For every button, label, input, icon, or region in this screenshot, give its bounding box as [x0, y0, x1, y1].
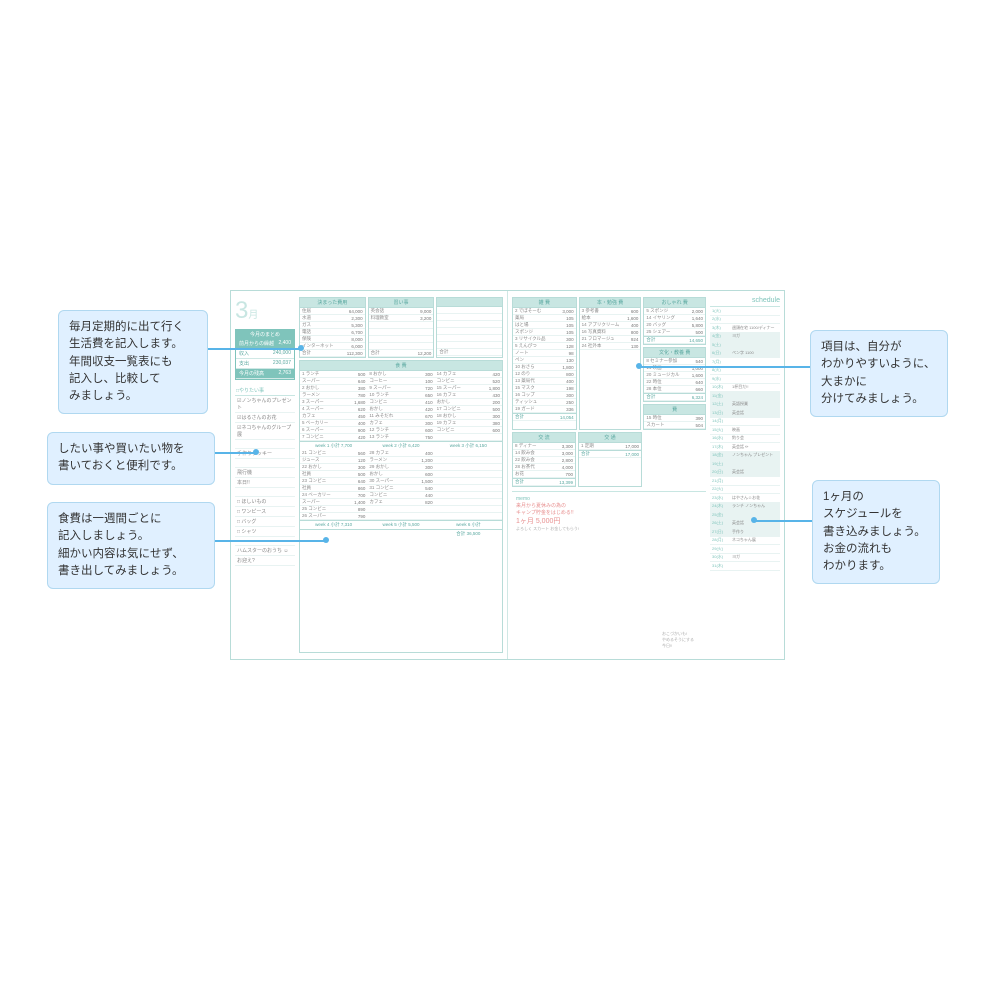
month-header: 3月	[235, 297, 295, 325]
callout-fixed-expenses: 毎月定期的に出て行く 生活費を記入します。 年間収支一覧表にも 記入し、比較して…	[58, 310, 208, 414]
category-other: 費15 時位390スカート504	[643, 404, 706, 430]
memo-section: memo 来月から夏休みの為の キャンプ貯金をはじめる!! 1ヶ月 5,000円…	[512, 491, 706, 536]
monthly-summary: 今月のまとめ 前月からの繰越2,400 収入240,000 支出230,037 …	[235, 329, 295, 380]
fixed-expenses: 決まった費用 住居64,000水道2,300ガス5,300電話6,700保険8,…	[299, 297, 503, 358]
category-fashion: おしゃれ 費5 スポンジ2,00014 イヤリング1,64020 バッグ5,80…	[643, 297, 706, 345]
wishlist-section: □やりたい事 ☑ノンちゃんのプレゼント☑はるさんのお花☑ネコちゃんのグループ展手…	[235, 386, 295, 566]
callout-schedule: 1ヶ月の スケジュールを 書き込みましょう。 お金の流れも わかります。	[812, 480, 940, 584]
category-social: 交 流8 ディナー3,30014 飲み会3,00022 飲み会2,80028 お…	[512, 432, 576, 487]
right-page: 雑 費2 でぼそーむ3,000薬局105はと場105スポンジ1053 リサイクル…	[508, 291, 784, 659]
category-transport: 交 通1 定期17,000 合計17,000	[578, 432, 642, 487]
food-expenses: 食 費 1 ランチ5008 おかし30014 カフェ420スーパー640コーヒー…	[299, 360, 503, 653]
category-culture: 文化・教養 費8 セミナー参加54014 映画1,00020 ミュージカル1,6…	[643, 347, 706, 402]
left-page: 3月 今月のまとめ 前月からの繰越2,400 収入240,000 支出230,0…	[231, 291, 508, 659]
callout-categories: 項目は、自分が わかりやすいように、 大まかに 分けてみましょう。	[810, 330, 948, 417]
planner-spread: 3月 今月のまとめ 前月からの繰越2,400 収入240,000 支出230,0…	[230, 290, 785, 660]
schedule-column: schedule 1(火)2(水)3(木)週頭在宅 1100/ディナー4(金)ヨ…	[710, 297, 780, 653]
callout-food: 食費は一週間ごとに 記入しましょう。 細かい内容は気にせず、 書き出してみましょ…	[47, 502, 215, 589]
callout-wishlist: したい事や買いたい物を 書いておくと便利です。	[47, 432, 215, 485]
category-study: 本・勉強 費3 参考書600絵本1,60014 アプリクリーム40016 写真資…	[579, 297, 642, 430]
category-misc: 雑 費2 でぼそーむ3,000薬局105はと場105スポンジ1053 リサイクル…	[512, 297, 577, 430]
